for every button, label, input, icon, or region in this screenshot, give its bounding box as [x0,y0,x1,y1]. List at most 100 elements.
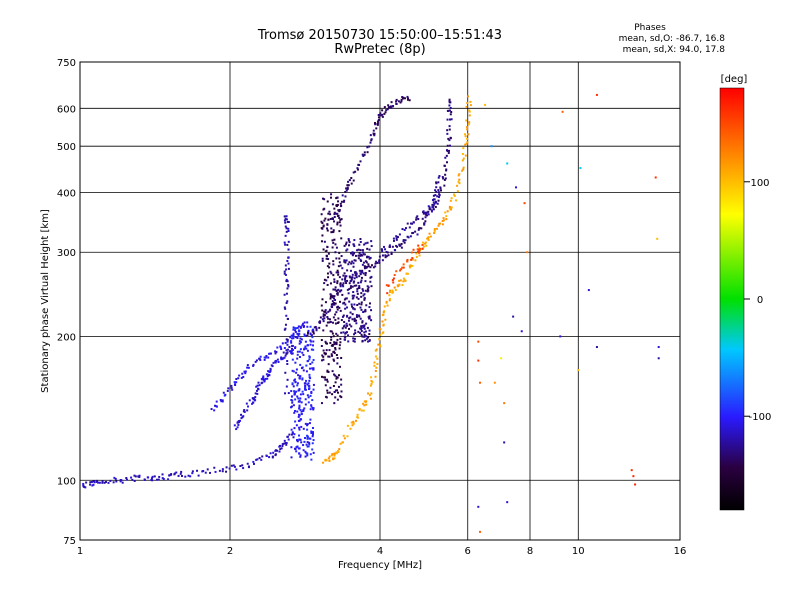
echo-point [244,370,247,373]
echo-point [292,370,295,373]
echo-point [114,477,117,480]
echo-point [297,334,300,337]
echo-point [304,387,307,390]
echo-point [335,311,338,314]
echo-point [296,353,299,356]
echo-point [304,388,307,391]
echo-point [311,344,314,347]
echo-point [253,462,256,465]
echo-point [368,315,371,318]
echo-point [350,279,353,282]
echo-point [419,248,422,251]
echo-point [349,311,352,314]
echo-point [312,332,315,335]
echo-point [309,362,312,365]
echo-point [337,214,340,217]
echo-point [367,392,370,395]
echo-point [468,114,471,117]
echo-point [286,360,289,363]
echo-point [222,391,225,394]
echo-point [304,422,307,425]
echo-point [286,300,289,303]
echo-point [312,358,315,361]
echo-point [284,323,287,326]
echo-point [299,348,302,351]
echo-point [348,241,351,244]
echo-point [366,285,369,288]
echo-point [327,258,330,261]
echo-point [378,338,381,341]
echo-point [338,344,341,347]
echo-point [377,113,380,116]
echo-point [324,301,327,304]
echo-point [333,295,336,298]
echo-point [291,431,294,434]
echo-point [333,280,336,283]
echo-point [446,132,449,135]
echo-point [329,196,332,199]
echo-point [239,465,242,468]
echo-point [290,395,293,398]
echo-point [458,182,461,185]
echo-point [331,300,334,303]
echo-point [381,254,384,257]
echo-point [436,202,439,205]
echo-point [331,239,334,242]
echo-point [332,350,335,353]
echo-point [101,480,104,483]
echo-point [350,262,353,265]
echo-point [364,267,367,270]
echo-point [255,385,258,388]
echo-point [312,383,315,386]
echo-point [370,319,373,322]
echo-point [303,440,306,443]
echo-point [98,481,101,484]
echo-point [287,262,290,265]
echo-point [324,309,327,312]
echo-point [339,264,342,267]
echo-point [330,303,333,306]
echo-point [113,476,116,479]
echo-point [339,341,342,344]
echo-point [356,249,359,252]
echo-point [334,313,337,316]
echo-point [341,441,344,444]
echo-point [389,105,392,108]
echo-point [353,318,356,321]
echo-point [283,241,286,244]
echo-point [299,326,302,329]
echo-point [379,112,382,115]
echo-point [420,227,423,230]
echo-point [361,320,364,323]
echo-point [367,289,370,292]
echo-point [310,348,313,351]
echo-point [341,293,344,296]
echo-point [297,419,300,422]
echo-point [350,303,353,306]
echo-point [330,336,333,339]
echo-point [352,171,355,174]
echo-point [327,276,330,279]
echo-point [351,297,354,300]
echo-point [298,377,301,380]
echo-point [311,433,314,436]
echo-point [434,194,437,197]
echo-point [359,249,362,252]
echo-point [331,332,334,335]
echo-point [453,194,456,197]
echo-point [187,474,190,477]
echo-point [298,428,301,431]
echo-point [283,215,286,218]
echo-point [358,269,361,272]
echo-point [358,315,361,318]
echo-point [466,126,469,129]
echo-point [327,355,330,358]
echo-point [340,378,343,381]
echo-point [276,358,279,361]
echo-point [325,324,328,327]
echo-point [445,154,448,157]
echo-point [428,206,431,209]
echo-point [328,309,331,312]
echo-point [326,229,329,232]
echo-point [324,353,327,356]
